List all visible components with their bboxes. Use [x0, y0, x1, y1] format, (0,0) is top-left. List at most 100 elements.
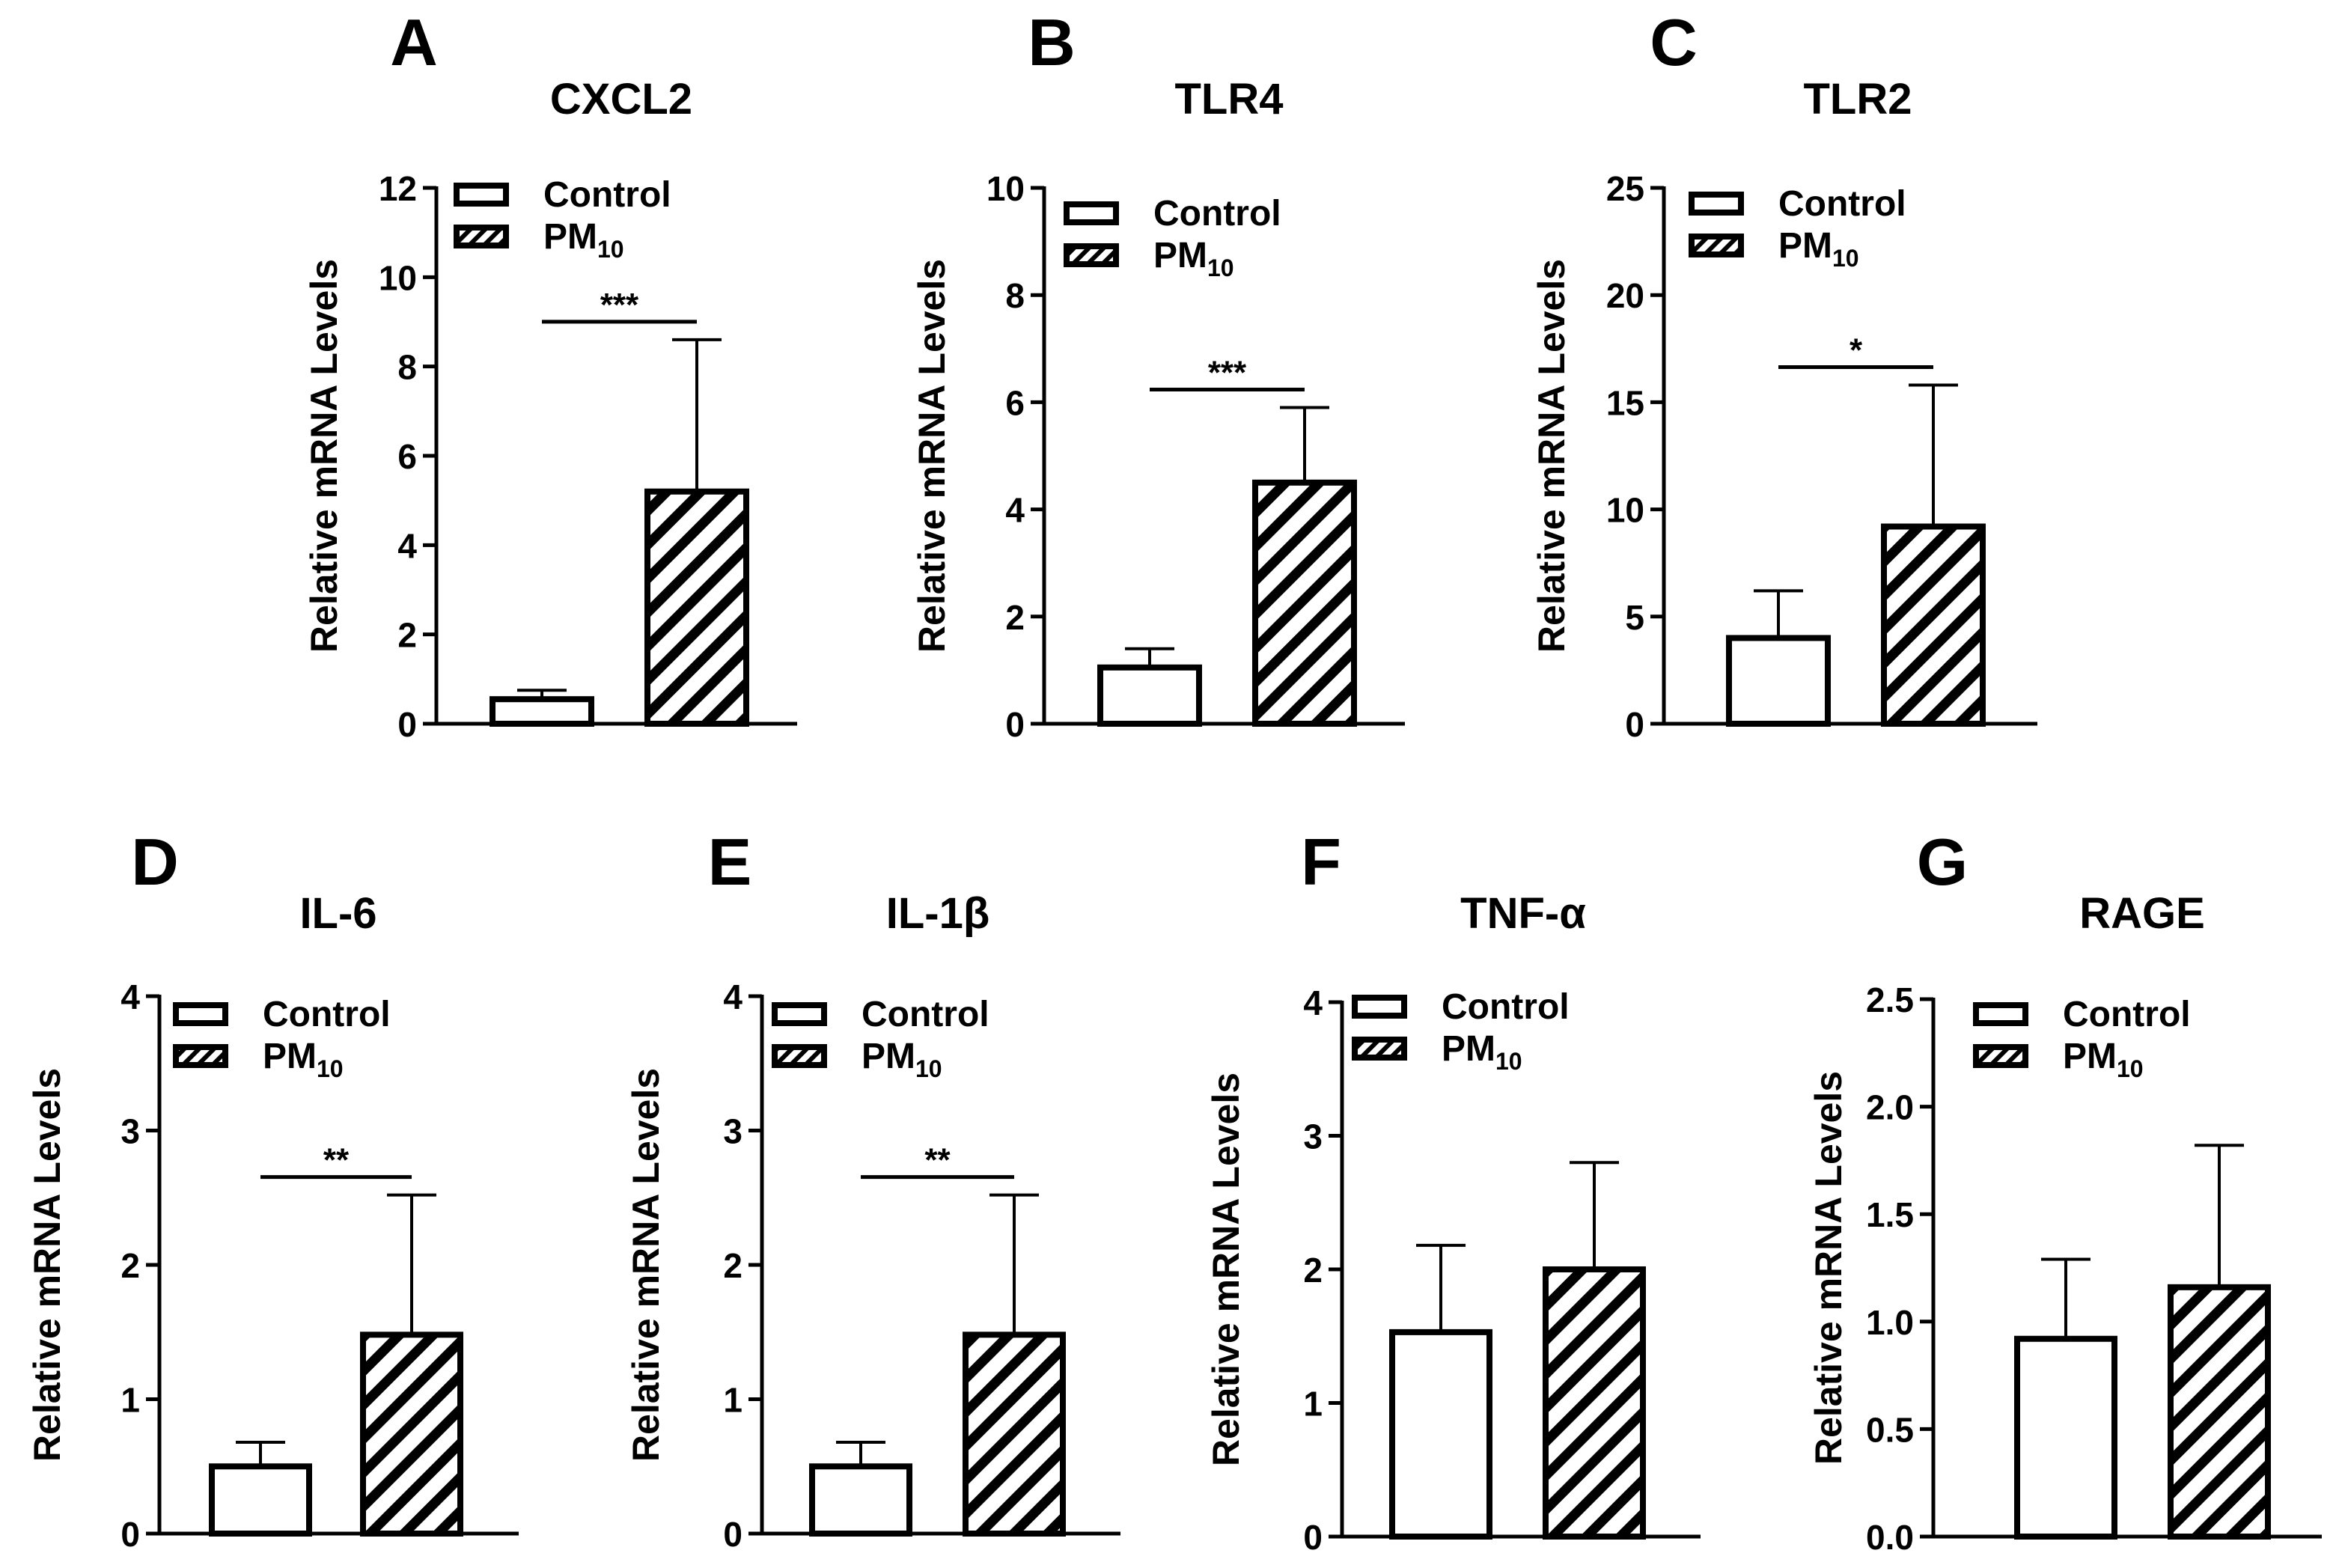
legend-pm-base: PM — [2063, 1037, 2117, 1076]
legend-pm-subscript: 10 — [1832, 245, 1859, 272]
y-tick-label: 6 — [1005, 383, 1025, 422]
y-axis-label: Relative mRNA Levels — [625, 1068, 667, 1462]
y-tick-label: 2.0 — [1866, 1088, 1914, 1127]
legend-label-pm10: PM10 — [543, 217, 624, 263]
y-tick-label: 1.0 — [1866, 1303, 1914, 1342]
y-tick-label: 25 — [1606, 169, 1644, 208]
panel-title: IL-1β — [886, 889, 990, 938]
y-tick-label: 5 — [1625, 598, 1644, 637]
legend-pm-subscript: 10 — [1495, 1048, 1522, 1075]
y-tick-label: 1 — [723, 1381, 742, 1420]
bar-pm10 — [963, 1331, 1066, 1537]
panel-letter: G — [1917, 825, 1968, 899]
y-tick-label: 4 — [121, 977, 140, 1016]
bar-pm10 — [360, 1331, 463, 1537]
legend-label-pm10: PM10 — [862, 1037, 942, 1082]
panel-title: IL-6 — [299, 889, 376, 938]
bar-control — [1097, 664, 1202, 727]
legend-swatch-pm10 — [1973, 1044, 2028, 1068]
y-tick-label: 4 — [397, 526, 417, 565]
legend-pm-base: PM — [862, 1037, 915, 1076]
y-tick-label: 0 — [1625, 705, 1644, 744]
panel-d: D IL-6 Relative mRNA Levels 0 1 2 3 4 ** ControlP… — [26, 825, 519, 1554]
panel-c: C TLR2 Relative mRNA Levels 0 5 10 15 20 25 * Cont… — [1531, 5, 2037, 744]
bar-pm10 — [1543, 1266, 1646, 1540]
legend-label-pm10: PM10 — [1442, 1029, 1522, 1075]
legend-label-control: Control — [543, 175, 671, 215]
legend-label-pm10: PM10 — [2063, 1037, 2144, 1082]
legend-label-pm10: PM10 — [1153, 236, 1234, 281]
bar-control — [1726, 635, 1831, 727]
legend-label-control: Control — [1153, 194, 1281, 234]
legend-pm-subscript: 10 — [915, 1055, 942, 1082]
panel-b: B TLR4 Relative mRNA Levels 0 2 4 6 8 10 *** Contr… — [911, 5, 1405, 744]
bar-pm10 — [1252, 479, 1357, 727]
legend-pm-subscript: 10 — [597, 236, 624, 263]
y-tick-label: 10 — [986, 169, 1025, 208]
y-tick-label: 0.5 — [1866, 1410, 1914, 1449]
legend-pm-subscript: 10 — [1207, 254, 1234, 281]
panel-a: A CXCL2 Relative mRNA Levels 0 2 4 6 8 10 12 *** Co… — [303, 5, 797, 744]
legend-pm-subscript: 10 — [2117, 1055, 2144, 1082]
y-tick-label: 1.5 — [1866, 1195, 1914, 1234]
y-tick-label: 2 — [1005, 598, 1025, 637]
legend-label-pm10: PM10 — [1778, 226, 1859, 272]
y-axis-label: Relative mRNA Levels — [1205, 1073, 1247, 1466]
bar-pm10 — [2168, 1284, 2271, 1540]
bar-control — [809, 1463, 912, 1537]
y-tick-label: 1 — [121, 1381, 140, 1420]
legend-pm-base: PM — [1153, 236, 1207, 275]
legend-pm-base: PM — [543, 217, 597, 257]
bar-control — [209, 1463, 312, 1537]
y-tick-label: 8 — [397, 348, 417, 387]
legend-label-control: Control — [2063, 995, 2191, 1034]
bar-control — [2014, 1335, 2117, 1540]
legend-pm-base: PM — [1778, 226, 1832, 266]
y-axis-label: Relative mRNA Levels — [1808, 1071, 1849, 1465]
panel-title: TLR2 — [1804, 75, 1912, 123]
y-tick-label: 2 — [1303, 1251, 1323, 1290]
legend-label-control: Control — [1442, 987, 1570, 1027]
legend-swatch-control — [1689, 192, 1744, 216]
y-tick-label: 2 — [723, 1246, 742, 1285]
y-tick-label: 0.0 — [1866, 1518, 1914, 1557]
y-tick-label: 2 — [121, 1246, 140, 1285]
significance-stars: *** — [600, 287, 639, 323]
y-tick-label: 20 — [1606, 276, 1644, 315]
bar-pm10 — [1881, 523, 1986, 727]
panel-letter: F — [1301, 825, 1341, 899]
legend-swatch-pm10 — [1689, 234, 1744, 257]
legend-swatch-control — [1064, 201, 1119, 225]
panel-title: TLR4 — [1175, 75, 1284, 123]
panel-letter: D — [131, 825, 179, 899]
legend-swatch-pm10 — [454, 225, 509, 248]
panel-letter: C — [1650, 5, 1698, 79]
legend-swatch-control — [173, 1002, 228, 1026]
y-tick-label: 4 — [723, 977, 742, 1016]
y-tick-label: 0 — [1005, 705, 1025, 744]
y-tick-label: 8 — [1005, 276, 1025, 315]
legend-swatch-pm10 — [1064, 243, 1119, 267]
y-tick-label: 6 — [397, 437, 417, 476]
panel-letter: A — [390, 5, 438, 79]
y-tick-label: 0 — [121, 1515, 140, 1554]
panel-title: RAGE — [2079, 889, 2205, 938]
y-tick-label: 2 — [397, 616, 417, 655]
legend-label-pm10: PM10 — [263, 1037, 344, 1082]
y-axis-label: Relative mRNA Levels — [911, 259, 953, 653]
y-tick-label: 4 — [1005, 491, 1025, 530]
y-tick-label: 15 — [1606, 383, 1644, 422]
bar-control — [1389, 1328, 1492, 1540]
significance-stars: * — [1849, 332, 1863, 368]
significance-stars: ** — [924, 1142, 951, 1179]
y-tick-label: 10 — [379, 258, 417, 297]
y-tick-label: 0 — [723, 1515, 742, 1554]
y-tick-label: 0 — [397, 705, 417, 744]
panel-title: CXCL2 — [550, 75, 692, 123]
y-tick-label: 12 — [379, 169, 417, 208]
